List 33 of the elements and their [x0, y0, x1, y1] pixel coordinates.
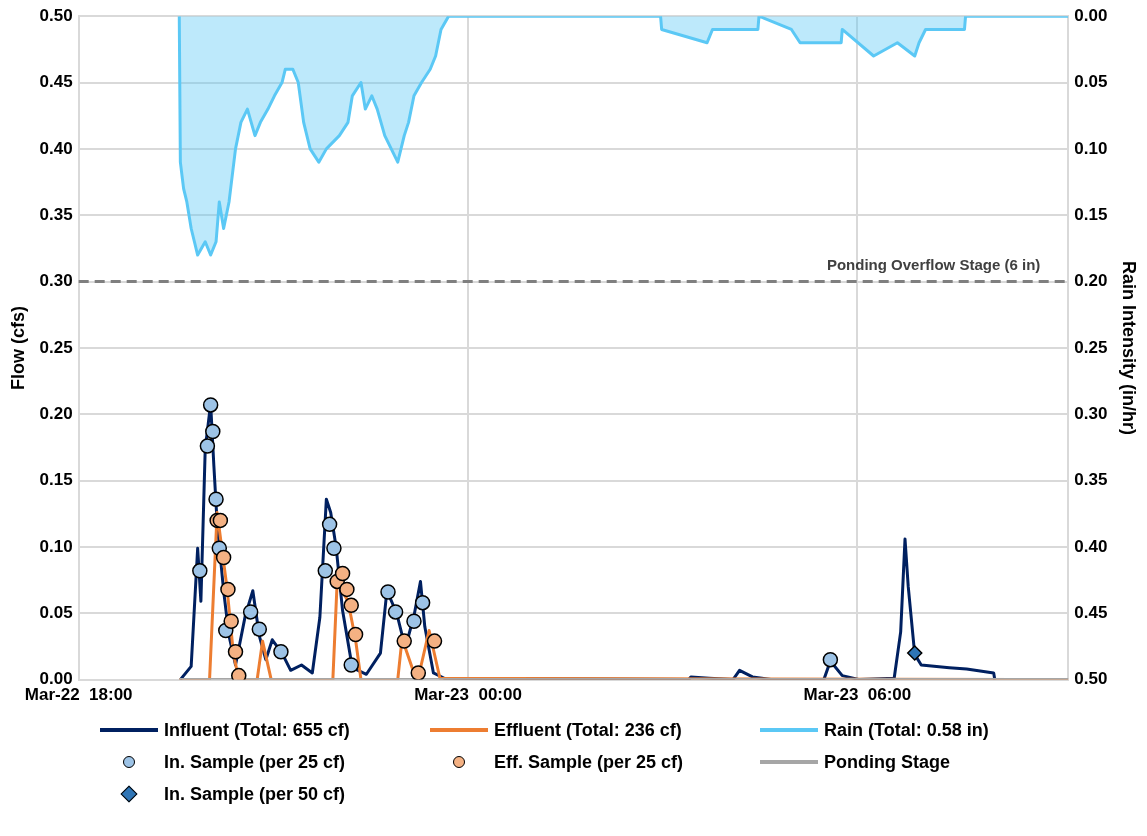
legend-label: In. Sample (per 25 cf) — [164, 751, 346, 773]
y2-tick-label: 0.10 — [1074, 138, 1108, 158]
y-tick-label: 0.30 — [39, 271, 73, 291]
y2-tick-label: 0.20 — [1074, 271, 1108, 291]
y-tick-label: 0.45 — [39, 72, 73, 92]
y2-tick-label: 0.30 — [1074, 403, 1108, 423]
x-tick-label: Mar-23 00:00 — [414, 685, 522, 705]
y-tick-label: 0.10 — [39, 536, 73, 556]
y-axis-title: Flow (cfs) — [7, 305, 28, 390]
legend-label: Rain (Total: 0.58 in) — [824, 719, 989, 741]
y2-tick-label: 0.05 — [1074, 72, 1108, 92]
x-tick-label: Mar-23 06:00 — [803, 685, 912, 705]
legend-label: Ponding Stage — [824, 751, 950, 773]
y2-tick-label: 0.50 — [1074, 669, 1108, 689]
y2-tick-label: 0.35 — [1074, 470, 1108, 490]
y-tick-label: 0.50 — [39, 5, 73, 25]
y-tick-label: 0.20 — [39, 403, 73, 423]
ref-line-label: Ponding Overflow Stage (6 in) — [826, 256, 1041, 274]
y2-axis-title: Rain Intensity (in/hr) — [1119, 260, 1140, 435]
y2-tick-label: 0.00 — [1074, 5, 1108, 25]
y-tick-label: 0.35 — [39, 204, 73, 224]
y-tick-label: 0.40 — [39, 138, 73, 158]
y2-tick-label: 0.25 — [1074, 337, 1108, 357]
legend-label: Influent (Total: 655 cf) — [164, 719, 350, 741]
legend-label: Eff. Sample (per 25 cf) — [494, 751, 684, 773]
y2-tick-label: 0.15 — [1074, 204, 1108, 224]
y2-tick-label: 0.40 — [1074, 536, 1108, 556]
legend-label: Effluent (Total: 236 cf) — [494, 719, 682, 741]
legend-label: In. Sample (per 50 cf) — [164, 783, 346, 805]
y-tick-label: 0.15 — [39, 470, 73, 490]
y-tick-label: 0.05 — [39, 602, 73, 622]
y-tick-label: 0.25 — [39, 337, 73, 357]
y2-tick-label: 0.45 — [1074, 602, 1108, 622]
